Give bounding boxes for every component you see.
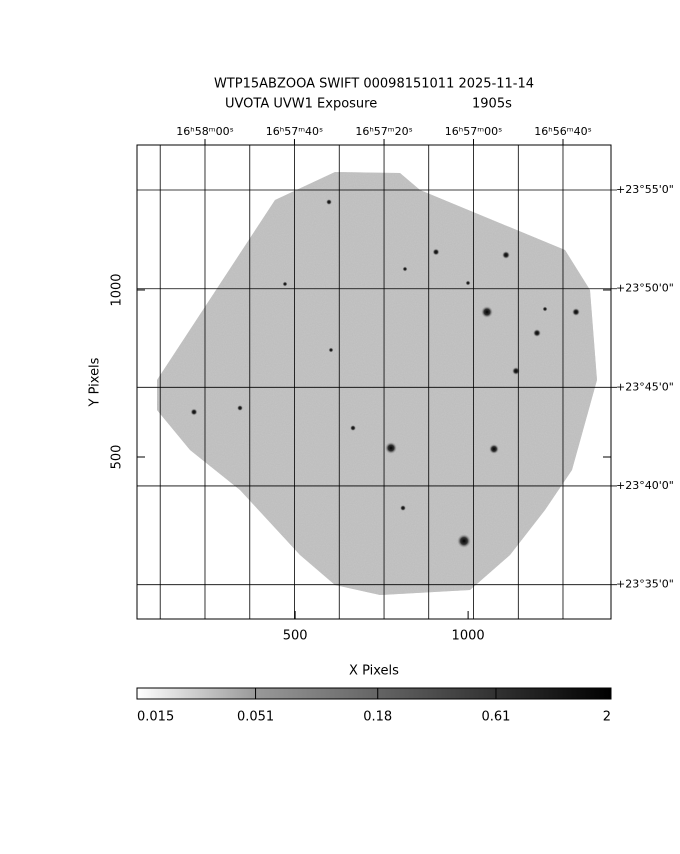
exposure: 1905s [472, 97, 512, 112]
source [465, 280, 471, 286]
source [512, 367, 520, 375]
source [481, 306, 493, 318]
colorbar [136, 687, 612, 700]
source [328, 347, 334, 353]
colorbar-tick-label: 0.051 [237, 710, 274, 725]
source [237, 405, 243, 411]
ra-tick-label: 16ʰ56ᵐ40ˢ [534, 125, 591, 138]
ra-tick-label: 16ʰ57ᵐ00ˢ [445, 125, 502, 138]
source [489, 444, 499, 454]
x-axis-label: X Pixels [349, 664, 399, 679]
y-tick-label: 500 [110, 445, 125, 470]
dec-tick-label: +23°40'0" [616, 479, 674, 492]
y-tick-label: 1000 [110, 273, 125, 306]
dec-tick-label: +23°35'0" [616, 578, 674, 591]
source [572, 308, 580, 316]
source [402, 266, 408, 272]
colorbar-tick-label: 2 [603, 710, 611, 725]
ra-tick-label: 16ʰ58ᵐ00ˢ [176, 125, 233, 138]
source [533, 329, 541, 337]
colorbar-tick-label: 0.61 [481, 710, 510, 725]
source [282, 281, 288, 287]
source [350, 425, 356, 431]
title: WTP15ABZOOA SWIFT 00098151011 2025-11-14 [214, 77, 534, 92]
dec-tick-label: +23°50'0" [616, 282, 674, 295]
x-tick-label: 1000 [452, 629, 485, 644]
ra-tick-label: 16ʰ57ᵐ20ˢ [355, 125, 412, 138]
colorbar-tick-label: 0.015 [137, 710, 174, 725]
x-tick-label: 500 [283, 629, 308, 644]
source [385, 442, 397, 454]
source [542, 306, 548, 312]
subtitle: UVOTA UVW1 Exposure [225, 97, 377, 112]
source [400, 505, 406, 511]
source [502, 251, 510, 259]
exposure-map [157, 172, 597, 595]
source [326, 199, 332, 205]
y-axis-label: Y Pixels [88, 357, 103, 407]
source [457, 534, 471, 548]
sources [190, 199, 580, 548]
source [190, 408, 198, 416]
dec-tick-label: +23°55'0" [616, 183, 674, 196]
ra-tick-label: 16ʰ57ᵐ40ˢ [266, 125, 323, 138]
source [432, 248, 440, 256]
plot-frame [136, 144, 612, 620]
dec-tick-label: +23°45'0" [616, 380, 674, 393]
exposure-texture [157, 172, 597, 595]
colorbar-tick-label: 0.18 [363, 710, 392, 725]
axes: 16ʰ58ᵐ00ˢ 16ʰ57ᵐ40ˢ 16ʰ57ᵐ20ˢ 16ʰ57ᵐ00ˢ 16ʰ5… [110, 125, 674, 644]
